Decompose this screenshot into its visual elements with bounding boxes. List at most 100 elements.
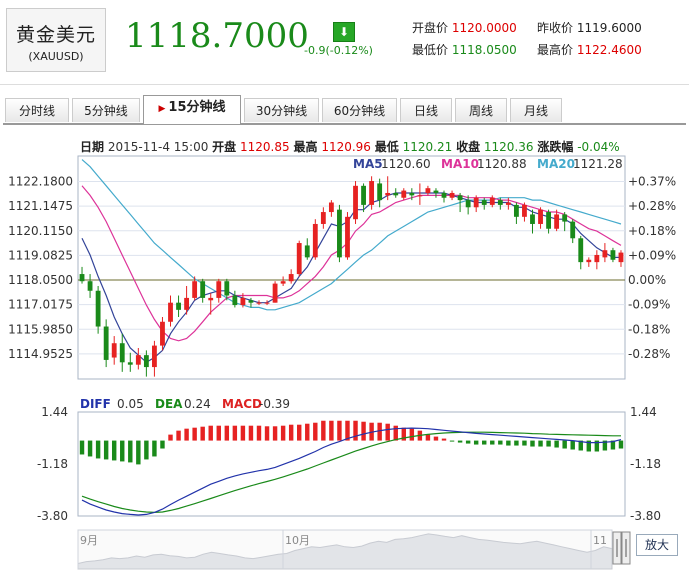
macd-bar [111,440,117,461]
quote-open-value: 1120.0000 [451,21,517,35]
y-tick-label: 1118.0500 [8,273,73,287]
open-label: 开盘 [212,140,237,154]
candle-body [562,214,568,222]
tab-label: 月线 [523,104,548,118]
y-tick-label: 1115.9850 [8,322,73,336]
pct-tick-label: +0.37% [628,175,676,189]
macd-legend-value: 0.05 [117,397,144,411]
candle-body [473,197,479,208]
candle-body [111,343,117,358]
y-tick-label: 1120.1150 [8,224,73,238]
candle-body [119,343,125,363]
candle-body [481,200,487,205]
tab-month[interactable]: 月线 [510,98,562,122]
macd-bar [482,440,487,445]
macd-bar [618,440,624,449]
y-tick-label: 1114.9525 [8,347,73,361]
macd-bar [240,425,246,441]
macd-legend-label: MACD [222,397,262,411]
candle-body [176,302,181,310]
y-tick-label: 1122.1800 [8,175,73,189]
quote-open-label: 开盘价 [412,21,449,35]
macd-bar [297,424,302,441]
candle-body [160,321,165,346]
candlestick-chart[interactable]: 1122.1800 +0.37% 1121.1475 +0.28% 1120.1150 +… [0,150,689,385]
macd-bar [87,440,93,457]
tab-label: 5分钟线 [84,104,128,118]
candle-body [457,195,463,201]
macd-bar [586,440,592,452]
macd-y-tick-label: -3.80 [37,509,68,523]
macd-legend-value: -0.39 [259,397,290,411]
macd-bar [441,438,447,441]
candle-body [184,297,190,310]
macd-bar [522,440,527,446]
macd-bar [79,440,85,455]
zoom-button[interactable]: 放大 [636,534,678,556]
close-label: 收盘 [456,140,481,154]
candle-body [224,281,230,296]
tab-fenshi[interactable]: 分时线 [5,98,69,122]
candle-info-line: 日期 2015-11-4 15:00 开盘 1120.85 最高 1120.96… [80,138,620,155]
macd-bar [321,420,326,441]
tab-15min[interactable]: ▶ 15分钟线 [143,95,241,124]
macd-bar [610,440,616,450]
ma-legend-label: MA10 [441,157,479,171]
close-value: 1120.36 [483,140,534,154]
macd-legend-value: 0.24 [184,397,211,411]
macd-bar [449,440,455,442]
candle-body [200,281,206,298]
candle-body [361,185,366,205]
macd-bar [562,440,567,449]
macd-bar [401,427,406,441]
tab-label: 分时线 [18,104,55,118]
tab-60min[interactable]: 60分钟线 [322,98,397,122]
candle-body [135,355,141,365]
candle-body [441,192,447,198]
macd-bar [578,440,583,451]
tab-day[interactable]: 日线 [400,98,452,122]
range-navigator[interactable]: 9月 10月 11 [0,516,689,576]
macd-bar [272,426,278,441]
y-tick-label: 1119.0825 [8,248,73,262]
candle-body [594,254,600,263]
macd-chart[interactable]: 1.44 1.44 -1.18 -1.18 -3.80 -3.80 DIFF 0.05 DEA 0… [0,396,689,526]
macd-bar [337,420,342,441]
candle-body [425,188,431,193]
macd-bar [305,423,310,441]
candle-body [79,274,85,282]
tab-5min[interactable]: 5分钟线 [72,98,140,122]
tab-week[interactable]: 周线 [455,98,507,122]
pct-tick-label: -0.18% [628,322,670,336]
down-arrow-icon: ⬇ [333,22,355,42]
macd-bar [216,425,221,441]
high-value: 1120.96 [321,140,371,154]
tab-30min[interactable]: 30分钟线 [244,98,319,122]
change-pct-label: 涨跌幅 [537,140,574,154]
macd-bar [160,440,165,449]
candle-body [530,214,535,224]
quote-prev-close-label: 昨收价 [537,21,574,35]
candle-body [554,214,560,229]
nav-profile [77,533,613,570]
macd-bar [530,440,535,447]
macd-bar [176,430,181,441]
macd-bar [385,423,390,441]
macd-bar [224,425,230,441]
instrument-name-box: 黄金美元 (XAUUSD) [6,8,106,72]
candle-body [401,190,407,198]
candle-body [280,281,286,284]
plot-area [77,155,626,380]
macd-bar [506,440,511,446]
candle-body [256,302,262,304]
candle-body [538,209,543,224]
macd-bar [409,428,415,441]
macd-bar [144,440,149,460]
candle-body [304,245,310,258]
macd-bar [554,440,559,448]
macd-bar [313,422,318,441]
ma-legend-label: MA20 [537,157,575,171]
candle-body [385,192,391,196]
macd-bar [514,440,519,446]
macd-plot-area [77,411,626,517]
